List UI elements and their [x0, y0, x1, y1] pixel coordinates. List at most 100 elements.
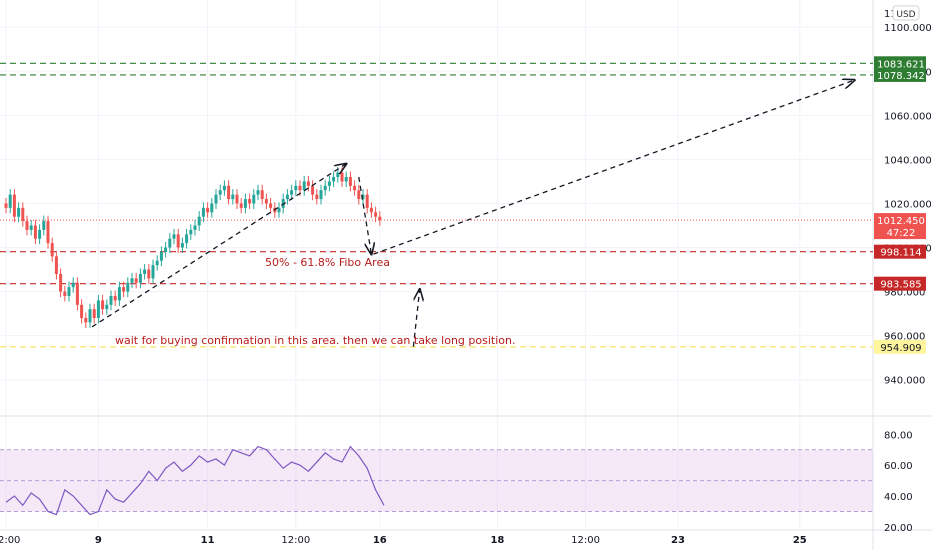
price-levels — [0, 62, 873, 348]
candle-body — [193, 225, 197, 230]
price-badge-bg — [874, 67, 926, 82]
candle — [164, 242, 168, 258]
candle — [239, 197, 243, 214]
candle — [180, 237, 184, 254]
candle — [315, 189, 319, 205]
price-badge-label: 998.114 — [880, 248, 921, 259]
candle — [54, 250, 58, 280]
price-tick-label: 1040.000 — [884, 155, 932, 166]
candle-body — [374, 212, 378, 217]
candle — [290, 184, 294, 201]
buying-note: wait for buying confirmation in this are… — [115, 334, 515, 347]
candle-body — [336, 172, 340, 178]
current-price-label: 1012.450 — [877, 216, 925, 227]
arrow-confirm — [412, 289, 419, 347]
candle — [80, 299, 84, 324]
candle-body — [290, 190, 294, 195]
candle — [117, 281, 121, 306]
candle-body — [180, 243, 184, 248]
candle — [17, 202, 21, 223]
candle-body — [365, 194, 369, 208]
candle-body — [252, 194, 256, 204]
candle — [134, 272, 138, 289]
candle — [143, 264, 147, 280]
candle-body — [71, 282, 75, 288]
candle-body — [197, 216, 201, 226]
candle-body — [172, 234, 176, 239]
candle-body — [243, 199, 247, 208]
candle-body — [12, 194, 16, 217]
candle — [260, 184, 264, 205]
price-badge-label: 1083.621 — [877, 59, 925, 70]
candle-body — [298, 185, 302, 191]
candle-body — [260, 190, 264, 200]
candle — [109, 290, 113, 311]
current-price-bg — [874, 213, 926, 240]
candle-body — [176, 234, 180, 248]
candle-body — [29, 225, 33, 230]
candle-body — [130, 278, 134, 283]
candle — [151, 259, 155, 284]
candle — [340, 167, 344, 187]
candle-body — [323, 185, 327, 191]
candle — [210, 197, 214, 218]
currency-label: USD — [896, 10, 915, 20]
candle — [168, 233, 172, 254]
candle-body — [151, 265, 155, 279]
candle-body — [327, 181, 331, 186]
candle — [159, 246, 163, 267]
candle-body — [340, 172, 344, 182]
candle — [302, 175, 306, 196]
time-tick-label: 18 — [490, 535, 504, 546]
candle — [378, 211, 382, 226]
candle-body — [50, 243, 54, 257]
candle — [122, 281, 126, 298]
candle — [269, 197, 273, 214]
price-badge: 983.585 — [874, 276, 926, 291]
candle — [172, 228, 176, 245]
candle-body — [117, 287, 121, 301]
candle-body — [25, 221, 29, 230]
candle — [130, 272, 134, 289]
candle-body — [378, 216, 382, 221]
candle-body — [143, 269, 147, 274]
candle-body — [235, 194, 239, 204]
candle — [243, 193, 247, 214]
candle-body — [42, 221, 46, 230]
price-badge: 1078.342 — [874, 67, 926, 82]
candle-body — [126, 282, 130, 292]
time-tick-label: 12:00 — [0, 535, 20, 546]
fibo-area-label: 50% - 61.8% Fibo Area — [265, 256, 390, 269]
candle-body — [239, 203, 243, 208]
currency-badge[interactable]: USD — [892, 5, 920, 21]
candle-body — [315, 194, 319, 200]
candle-body — [122, 287, 126, 292]
candle-body — [218, 190, 222, 195]
candle — [176, 228, 180, 254]
candle — [63, 286, 67, 302]
candle — [201, 202, 205, 223]
candle-body — [63, 291, 67, 296]
price-tick-partial: 11 — [884, 9, 897, 20]
candle-body — [332, 177, 336, 182]
candle — [319, 184, 323, 205]
candle — [294, 180, 298, 196]
candle-body — [46, 221, 50, 244]
candle-body — [294, 185, 298, 191]
candle — [96, 294, 100, 324]
candle-body — [109, 295, 113, 305]
candle — [8, 189, 12, 214]
candle — [138, 268, 142, 289]
price-badge: 998.114 — [874, 244, 926, 259]
candle — [231, 189, 235, 205]
price-badge-bg — [874, 276, 926, 291]
candle-body — [285, 194, 289, 200]
candle-body — [302, 181, 306, 191]
candle — [374, 206, 378, 223]
candle — [256, 184, 260, 201]
candle-body — [164, 247, 168, 252]
candle-body — [344, 177, 348, 182]
time-tick-label: 12:00 — [281, 535, 310, 546]
axes: 1100.0001080.0001060.0001040.0001020.000… — [0, 9, 932, 546]
